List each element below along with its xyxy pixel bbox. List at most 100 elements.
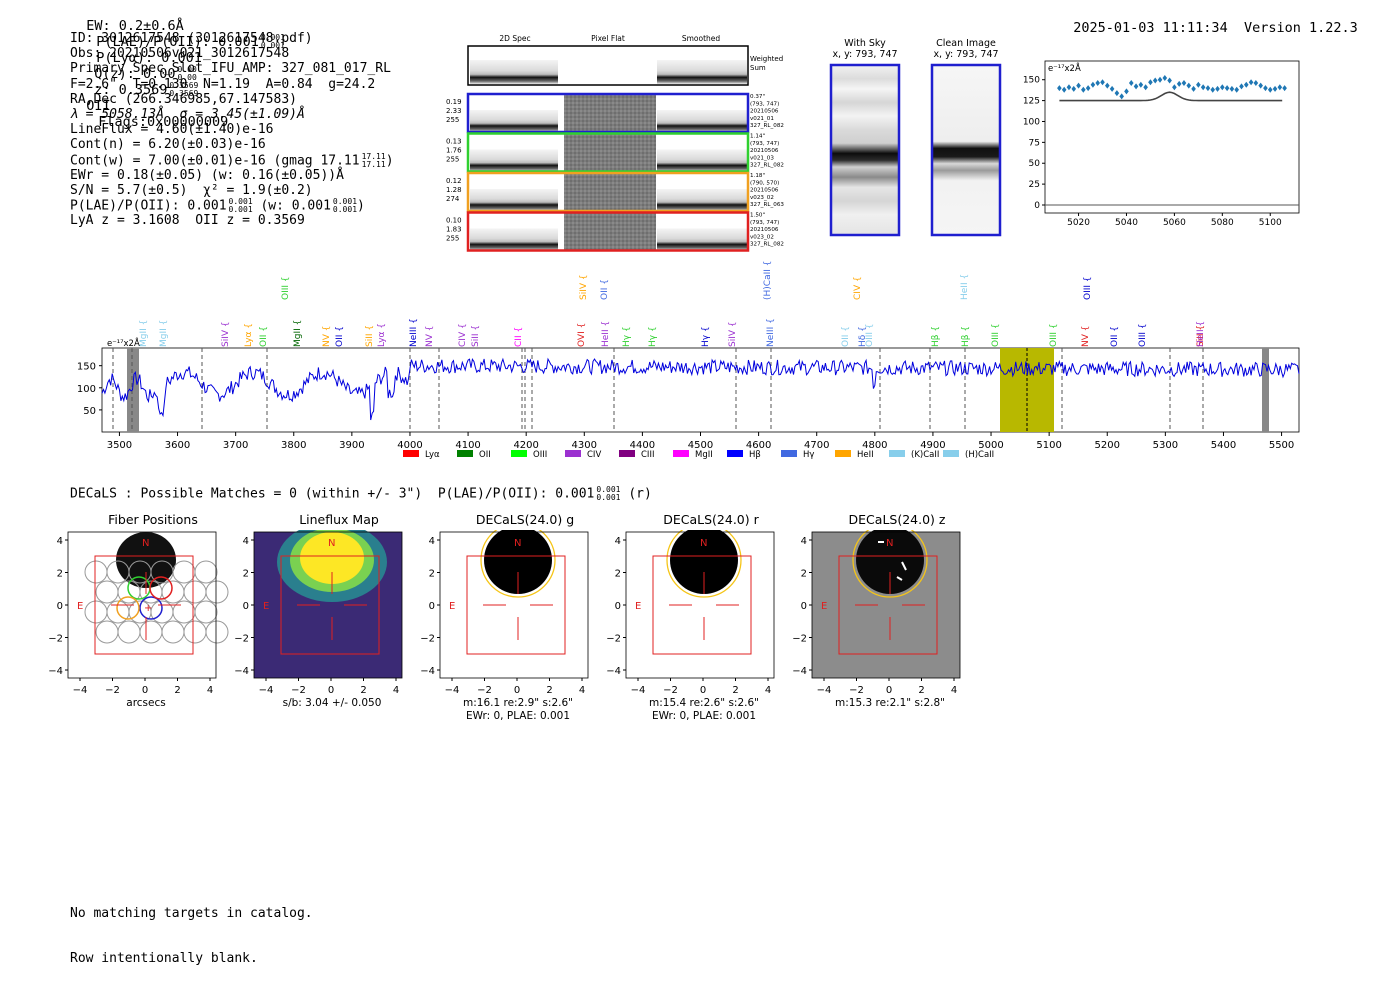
legend-label: OII	[479, 450, 491, 460]
panel-xtick: 4	[393, 685, 399, 696]
spectral-line-label: CIV {	[853, 276, 863, 300]
spectrum-xtick-label: 5100	[1036, 440, 1061, 451]
legend-swatch	[943, 450, 959, 457]
spectral-line-label: SiII {	[471, 325, 481, 347]
contw-end: )	[385, 153, 394, 168]
panel-xtick: −4	[259, 685, 274, 696]
panel-xtick: 4	[579, 685, 585, 696]
zoom-ytick-label: 150	[1023, 76, 1040, 86]
panel-xtick: 2	[546, 685, 552, 696]
plae-frac: 0.001 0.001	[261, 34, 285, 50]
panel-ytick: 2	[801, 569, 807, 580]
panel-title: Lineflux Map	[299, 512, 379, 527]
spectrum-yticks: 150 100 50	[77, 362, 102, 417]
spectrum-xtick-label: 4200	[513, 440, 538, 451]
cutout-right-value: 20210506	[750, 148, 779, 154]
spectrum-xtick-label: 3600	[165, 440, 190, 451]
zoom-point	[1105, 82, 1110, 89]
panel-title: DECaLS(24.0) r	[663, 512, 759, 527]
zoom-point	[1162, 75, 1168, 82]
decals-summary: DECaLS : Possible Matches = 0 (within +/…	[70, 486, 652, 502]
z-hi: 0.3569	[169, 81, 199, 90]
panel-xtick: −4	[631, 685, 646, 696]
sky-images	[829, 63, 1002, 237]
clean-xy: x, y: 793, 747	[933, 49, 999, 60]
panel-xtick: −2	[291, 685, 306, 696]
panel-ytick: −2	[234, 634, 249, 645]
spectrum-xtick-label: 4400	[630, 440, 655, 451]
decals-text: DECaLS : Possible Matches = 0 (within +/…	[70, 486, 595, 502]
zoom-model-curve	[1059, 91, 1283, 102]
spectral-line-label: NV {	[322, 326, 332, 347]
spectral-line-label: OII {	[335, 326, 345, 347]
with-sky-label: With Sky	[844, 38, 886, 49]
zoom-point	[1152, 77, 1158, 84]
cutout-right-value: 20210506	[750, 109, 779, 115]
zoom-xticks: 5020 5040 5060 5080 5100	[1067, 213, 1282, 228]
zoom-point	[1258, 82, 1263, 89]
spectral-line-label: Hγ {	[701, 326, 711, 347]
zoom-point	[1215, 85, 1220, 92]
spectrum-curve	[101, 357, 1300, 421]
spectral-line-label: NV {	[425, 326, 435, 347]
col-pixel-flat: Pixel Flat	[591, 34, 625, 43]
panel-ytick: −2	[48, 634, 63, 645]
legend-label: Lyα	[425, 450, 440, 460]
spectral-line-label: SiIV {	[221, 321, 231, 347]
panel-ytick: −2	[420, 634, 435, 645]
panel-xtick: 0	[886, 685, 892, 696]
zoom-point	[1196, 81, 1201, 88]
info-sn: S/N = 5.7(±0.5) χ² = 1.9(±0.2)	[70, 182, 313, 198]
panel-xtick: −4	[73, 685, 88, 696]
info-radec: RA,Dec (266.346985,67.147583)	[70, 91, 297, 107]
zoom-point	[1243, 81, 1249, 88]
panel-xtick: 2	[918, 685, 924, 696]
info-lineflux: LineFlux = 4.60(±1.40)e-16	[70, 122, 274, 138]
info-fparams: F=2.6" T=0.130 N=1.19 A=0.84 g=24.2	[70, 76, 376, 92]
cutout-left-value: 0.12	[446, 177, 462, 185]
spectral-line-label: MgII {	[293, 320, 303, 347]
zoom-point	[1234, 86, 1239, 93]
contw-hi: 17.11	[361, 151, 386, 161]
zoom-yticks: 150 125 100 75 50 25 0	[1023, 76, 1045, 211]
panel-caption-1: m:15.3 re:2.1" s:2.8"	[835, 697, 945, 709]
zoom-point	[1057, 85, 1062, 92]
zoom-point	[1272, 85, 1278, 92]
zoom-ytick-label: 0	[1034, 201, 1040, 211]
spectrum-xtick-label: 5000	[978, 440, 1003, 451]
spectral-line-label: Lyα {	[377, 323, 387, 347]
footer-notes: No matching targets in catalog. Row inte…	[70, 876, 313, 981]
panel-ytick: 0	[57, 601, 63, 612]
panel-xtick: 4	[207, 685, 213, 696]
zoom-point	[1210, 86, 1216, 93]
panel-xtick: −2	[849, 685, 864, 696]
legend-label: (K)CaII	[911, 450, 939, 460]
panel-ytick: 0	[615, 601, 621, 612]
legend-label: OIII	[533, 450, 547, 460]
spectral-line-labels: MgII {MgII {SiIV {Lyα {OII {OIII {MgII {…	[139, 261, 1206, 348]
panel-xtick: 0	[700, 685, 706, 696]
spectral-line-label: OIII {	[1138, 323, 1148, 347]
zoom-point	[1220, 84, 1225, 91]
masked-region-right	[1262, 348, 1269, 432]
spectrum-ytick-label: 100	[77, 384, 96, 395]
cutout-left-value: 0.10	[446, 217, 462, 225]
cutout-right-value: 327_RL_082	[750, 163, 784, 169]
zoom-point	[1085, 85, 1091, 92]
spectrum-xtick-label: 3800	[281, 440, 306, 451]
spectrum-xtick-label: 5500	[1269, 440, 1294, 451]
panel-ytick: 0	[429, 601, 435, 612]
spectral-line-label: OIII {	[281, 276, 291, 300]
plya-value: P(Lyα): 0.001	[96, 50, 202, 66]
legend-swatch	[673, 450, 689, 457]
zoom-ytick-label: 25	[1029, 180, 1040, 190]
info-plae: P(LAE)/P(OII): 0.001 0.001 0.001 (w: 0.001…	[70, 198, 394, 214]
cutout-left-value: 0.19	[446, 98, 462, 106]
legend-label: MgII	[695, 450, 713, 460]
zoom-point	[1119, 93, 1124, 100]
spectrum-xtick-label: 4000	[397, 440, 422, 451]
info-lambda: λ = 5058.13Å σ = 3.45(±1.09)Å	[70, 106, 305, 122]
legend-label: (H)CaII	[965, 450, 994, 460]
